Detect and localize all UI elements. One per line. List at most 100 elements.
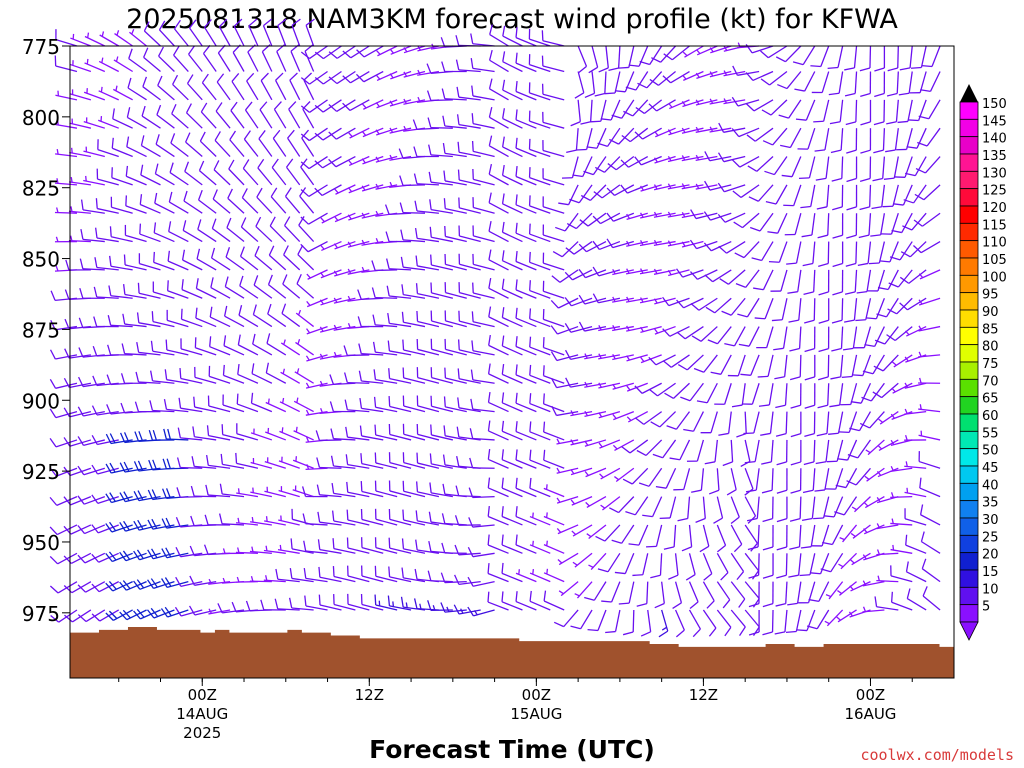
wind-barb — [193, 396, 217, 413]
wind-barb — [292, 485, 314, 498]
barb-half-flag — [432, 605, 436, 611]
barb-flag — [690, 209, 697, 219]
wind-barb — [105, 462, 133, 474]
barb-staff — [759, 212, 774, 232]
wind-barb — [346, 481, 370, 498]
barb-flag — [746, 134, 756, 142]
barb-flag — [426, 90, 432, 101]
wind-barb — [265, 427, 287, 441]
barb-half-flag — [348, 132, 353, 138]
barb-staff — [837, 609, 857, 623]
barb-half-flag — [681, 127, 686, 133]
barb-staff — [730, 496, 740, 518]
barb-flag — [515, 194, 518, 205]
wind-barb — [96, 168, 119, 186]
wind-barb — [834, 496, 858, 516]
barb-flag — [745, 103, 755, 112]
barb-flag — [586, 146, 598, 149]
barb-flag — [650, 574, 661, 579]
barb-staff — [124, 293, 147, 299]
barb-staff — [884, 326, 899, 345]
barb-flag — [489, 24, 493, 35]
barb-staff — [836, 439, 844, 462]
wind-barb — [375, 155, 398, 163]
barb-staff — [921, 568, 941, 583]
wind-barb — [681, 127, 704, 134]
barb-flag — [767, 231, 778, 234]
barb-staff — [309, 99, 328, 113]
barb-staff — [55, 325, 78, 331]
barb-staff — [584, 410, 607, 418]
barb-staff — [389, 547, 412, 554]
barb-flag — [197, 219, 202, 230]
barb-staff — [214, 139, 231, 157]
y-tick-label: 800 — [22, 106, 60, 130]
barb-flag — [151, 311, 154, 322]
barb-half-flag — [681, 212, 686, 218]
barb-flag — [832, 291, 843, 296]
wind-barb — [456, 114, 481, 129]
barb-flag — [154, 163, 159, 174]
barb-flag — [592, 215, 601, 225]
wind-barb — [722, 439, 734, 467]
wind-barb — [648, 382, 676, 397]
wind-barb — [606, 238, 634, 249]
wind-barb — [97, 116, 119, 129]
barb-half-flag — [862, 606, 867, 612]
barb-staff — [668, 297, 690, 307]
barb-flag — [189, 19, 197, 29]
barb-half-flag — [297, 338, 301, 345]
wind-barb — [427, 570, 453, 583]
barb-staff — [208, 464, 231, 469]
wind-barb — [797, 127, 816, 150]
wind-barb — [270, 187, 287, 214]
legend-label: 95 — [982, 288, 999, 303]
barb-staff — [389, 155, 412, 161]
barb-staff — [780, 269, 788, 292]
barb-half-flag — [891, 361, 897, 366]
barb-flag — [501, 534, 504, 546]
barb-staff — [194, 376, 217, 384]
wind-barb — [710, 354, 732, 375]
barb-flag — [243, 130, 251, 140]
barb-staff — [403, 70, 426, 78]
wind-barb — [163, 428, 189, 441]
barb-staff — [808, 156, 816, 179]
wind-barb — [716, 609, 732, 637]
legend-swatch — [959, 188, 979, 207]
barb-flag — [887, 308, 898, 315]
barb-flag — [501, 250, 505, 261]
wind-barb — [471, 113, 495, 129]
wind-barb — [542, 365, 565, 384]
wind-barb — [686, 439, 705, 462]
barb-half-flag — [661, 626, 667, 631]
barb-flag — [780, 144, 791, 149]
wind-barb — [689, 269, 718, 280]
barb-staff — [695, 184, 718, 190]
barb-staff — [306, 297, 328, 308]
barb-staff — [674, 609, 685, 631]
barb-staff — [445, 320, 467, 328]
barb-flag — [360, 453, 363, 464]
wind-barb — [676, 297, 704, 309]
wind-barb — [801, 496, 816, 521]
barb-flag — [105, 523, 113, 533]
barb-flag — [528, 195, 531, 206]
barb-flag — [785, 630, 797, 634]
barb-half-flag — [208, 608, 212, 614]
barb-flag — [228, 159, 235, 170]
barb-staff — [209, 346, 231, 356]
barb-staff — [282, 283, 301, 299]
barb-flag — [733, 543, 743, 553]
x-tick-sublabel: 14AUG — [176, 705, 228, 723]
barb-staff — [843, 496, 858, 516]
barb-staff — [389, 295, 412, 299]
barb-half-flag — [305, 409, 310, 415]
barb-staff — [488, 287, 509, 299]
wind-barb — [50, 319, 78, 331]
barb-staff — [224, 315, 245, 328]
barb-staff — [459, 378, 481, 384]
barb-flag — [227, 188, 233, 199]
barb-staff — [138, 292, 161, 299]
barb-staff — [389, 576, 412, 583]
